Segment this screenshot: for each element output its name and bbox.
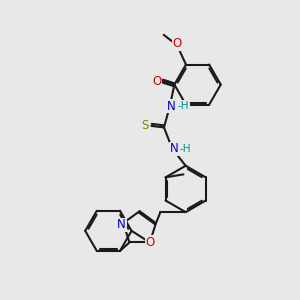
Text: S: S bbox=[141, 119, 148, 132]
Text: -H: -H bbox=[180, 144, 191, 154]
Text: O: O bbox=[172, 37, 182, 50]
Text: O: O bbox=[145, 236, 154, 249]
Text: N: N bbox=[167, 100, 176, 112]
Text: -H: -H bbox=[178, 101, 189, 111]
Text: N: N bbox=[169, 142, 178, 155]
Text: O: O bbox=[152, 74, 161, 88]
Text: N: N bbox=[117, 218, 126, 231]
